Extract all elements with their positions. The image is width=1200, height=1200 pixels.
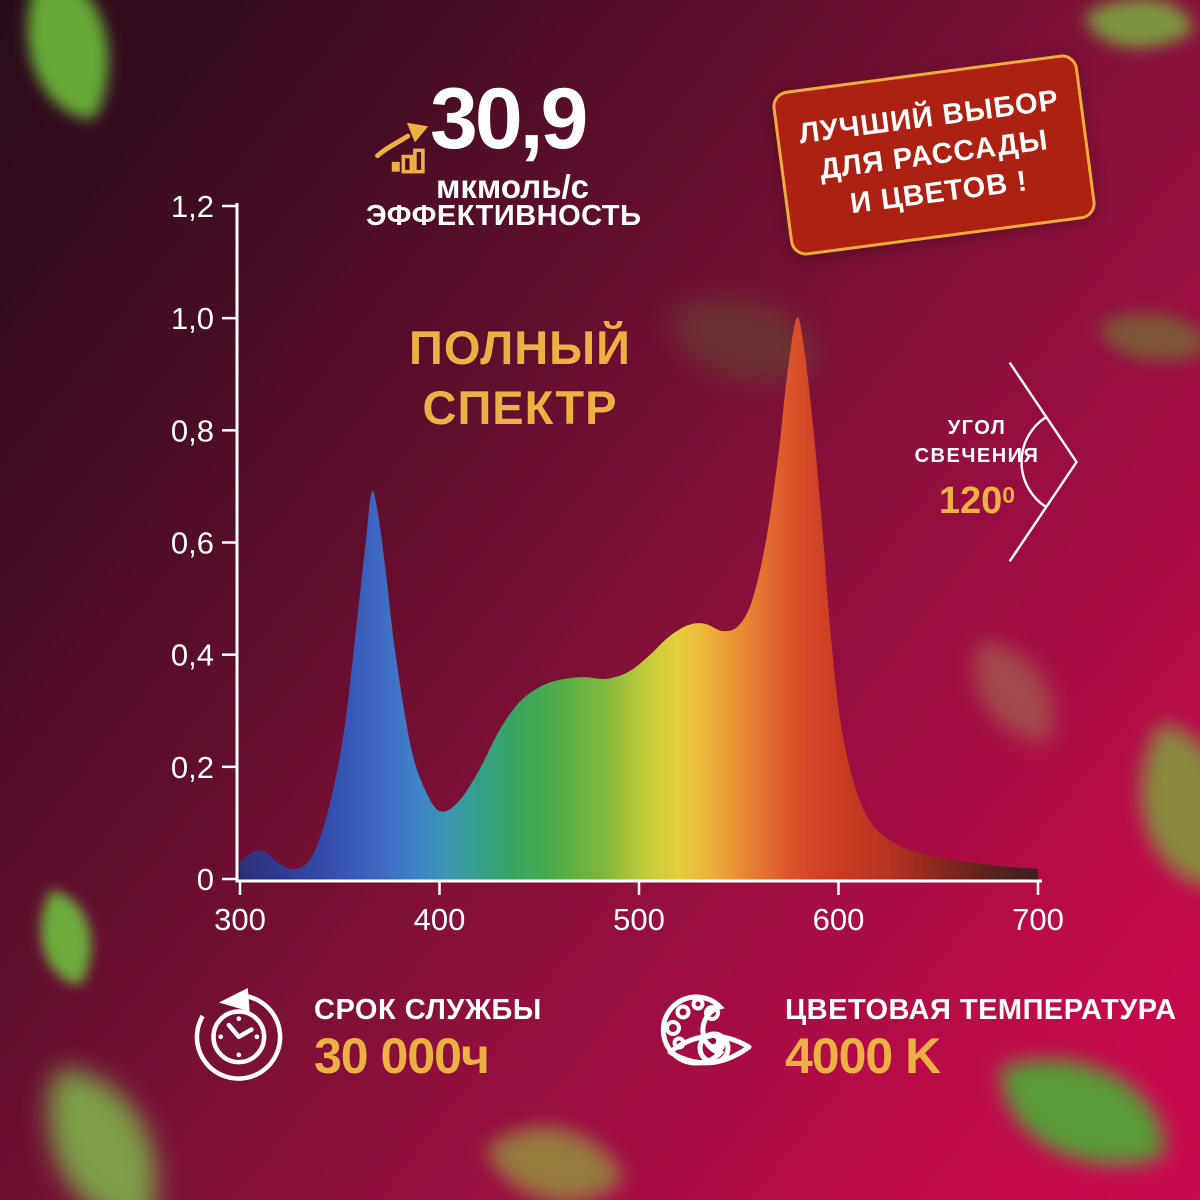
axis-tick-label: 0,4 [171,638,214,673]
beam-angle-label: СВЕЧЕНИЯ [914,445,1040,467]
chart-title-line: СПЕКТР [422,381,618,435]
axis-tick-label: 700 [1012,902,1064,937]
growth-arrow-icon [375,122,429,174]
axis-tick-label: 400 [414,902,466,937]
beam-angle-icon [1008,361,1078,563]
axis-tick-label: 0 [197,862,214,897]
spectrum-area-series [240,317,1038,880]
axis-tick-label: 0,8 [171,413,214,448]
efficiency-value: 30,9 [430,71,588,167]
axis-tick-label: 500 [613,902,665,937]
lifetime-feature: СРОК СЛУЖБЫ 30 000ч [314,994,542,1084]
beam-angle-value: 1200 [938,480,1016,522]
color-temperature-label: ЦВЕТОВАЯ ТЕМПЕРАТУРА [785,994,1177,1026]
chart-title: ПОЛНЫЙ СПЕКТР [395,318,645,438]
axis-tick-label: 300 [214,902,266,937]
clock-history-icon [194,988,283,1081]
axis-tick-label: 1,2 [171,189,214,224]
axis-tick-label: 0,2 [171,750,214,785]
axis-tick-label: 0,6 [171,526,214,561]
beam-angle-block: УГОЛ СВЕЧЕНИЯ 1200 [898,414,1056,528]
lifetime-label: СРОК СЛУЖБЫ [314,994,542,1026]
best-choice-badge: ЛУЧШИЙ ВЫБОР ДЛЯ РАССАДЫ И ЦВЕТОВ ! [770,52,1098,258]
beam-angle-label: УГОЛ [947,417,1007,439]
axis-tick-label: 1,0 [171,301,214,336]
color-temperature-feature: ЦВЕТОВАЯ ТЕМПЕРАТУРА 4000 K [785,994,1177,1084]
color-temperature-value: 4000 K [785,1028,941,1084]
palette-eye-icon [660,994,752,1066]
axis-tick-label: 600 [813,902,865,937]
efficiency-label: ЭФФЕКТИВНОСТЬ [366,200,642,232]
efficiency-unit: мкмоль/с [435,168,589,205]
chart-title-line: ПОЛНЫЙ [409,321,631,374]
lifetime-value: 30 000ч [314,1028,490,1084]
